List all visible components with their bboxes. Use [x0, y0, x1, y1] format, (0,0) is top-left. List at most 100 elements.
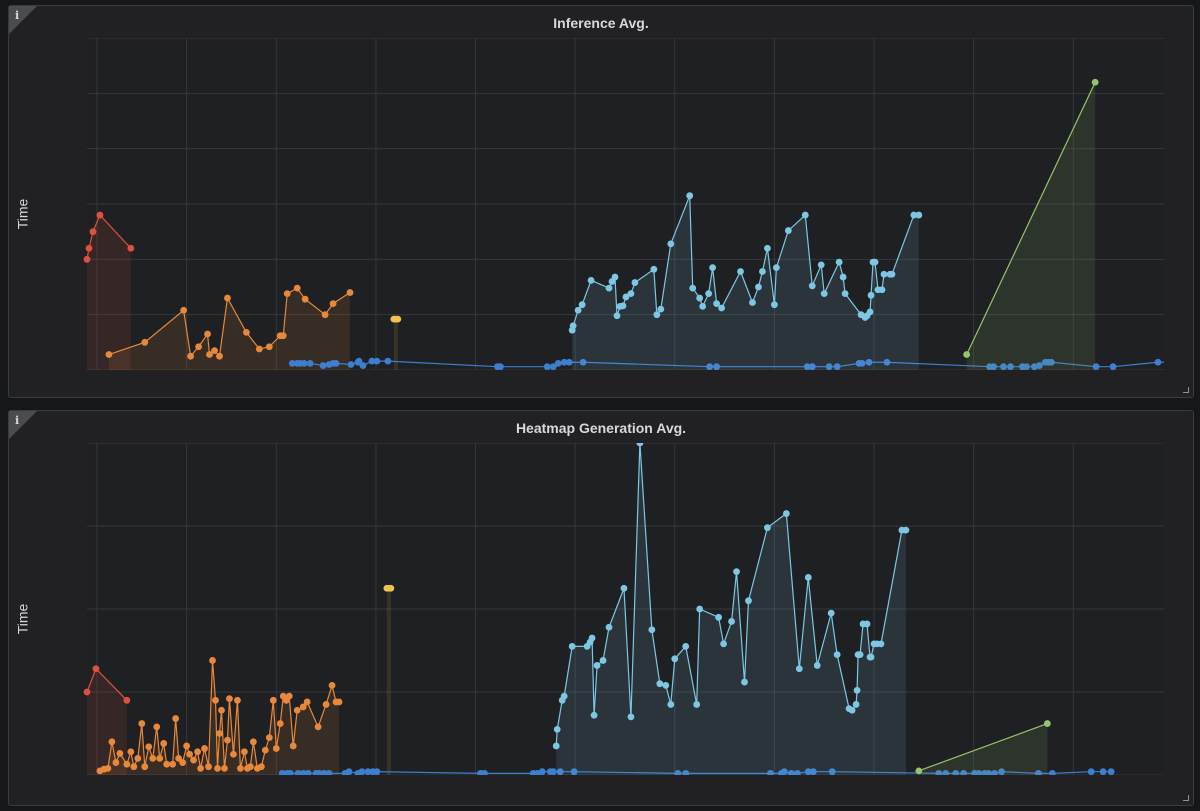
data-point[interactable] [619, 302, 627, 310]
data-point[interactable] [991, 769, 998, 775]
data-point[interactable] [1092, 363, 1100, 370]
data-point[interactable] [279, 332, 287, 340]
data-point[interactable] [825, 363, 833, 370]
data-point[interactable] [269, 696, 277, 704]
data-point[interactable] [160, 740, 168, 747]
data-point[interactable] [718, 304, 725, 312]
data-point[interactable] [303, 698, 311, 706]
data-point[interactable] [156, 755, 164, 762]
data-point[interactable] [359, 362, 367, 369]
data-point[interactable] [841, 290, 849, 298]
data-point[interactable] [190, 756, 197, 764]
data-point[interactable] [858, 359, 866, 367]
data-point[interactable] [224, 294, 231, 302]
data-point[interactable] [197, 764, 204, 772]
data-point[interactable] [272, 745, 280, 752]
data-point[interactable] [552, 742, 560, 750]
data-point[interactable] [667, 701, 675, 708]
data-point[interactable] [149, 755, 157, 762]
data-point[interactable] [990, 363, 997, 370]
data-point[interactable] [92, 665, 100, 673]
data-point[interactable] [83, 688, 91, 696]
data-point[interactable] [212, 696, 219, 704]
data-point[interactable] [332, 359, 340, 367]
data-point[interactable] [214, 764, 221, 772]
data-point[interactable] [709, 264, 717, 272]
data-point[interactable] [321, 311, 329, 319]
data-point[interactable] [209, 657, 216, 664]
data-point[interactable] [138, 720, 146, 727]
data-point[interactable] [671, 655, 679, 663]
data-point[interactable] [620, 584, 628, 592]
data-point[interactable] [141, 338, 149, 346]
data-point[interactable] [808, 282, 816, 290]
panel-info-corner[interactable] [9, 411, 37, 439]
data-point[interactable] [153, 723, 161, 731]
data-point[interactable] [230, 750, 237, 758]
data-point[interactable] [123, 760, 131, 768]
data-point[interactable] [355, 357, 363, 365]
data-point[interactable] [569, 322, 577, 330]
data-point[interactable] [205, 763, 212, 771]
data-point[interactable] [306, 359, 314, 367]
data-point[interactable] [587, 276, 595, 284]
data-point[interactable] [782, 510, 790, 517]
data-point[interactable] [942, 769, 950, 775]
data-point[interactable] [556, 768, 564, 775]
data-point[interactable] [96, 211, 104, 219]
data-point[interactable] [112, 759, 120, 766]
data-point[interactable] [570, 768, 578, 775]
data-point[interactable] [1043, 720, 1051, 727]
data-point[interactable] [804, 574, 812, 581]
data-point[interactable] [935, 769, 943, 775]
data-point[interactable] [293, 706, 301, 714]
data-point[interactable] [686, 192, 694, 200]
data-point[interactable] [801, 211, 809, 219]
data-point[interactable] [578, 301, 586, 309]
data-point[interactable] [910, 211, 918, 219]
data-point[interactable] [329, 300, 337, 307]
data-point[interactable] [1099, 768, 1107, 775]
data-point[interactable] [627, 290, 635, 298]
resize-handle-icon[interactable] [1183, 387, 1189, 393]
data-point[interactable] [134, 755, 142, 762]
data-point[interactable] [588, 634, 596, 642]
data-point[interactable] [211, 347, 218, 355]
data-point[interactable] [123, 696, 131, 704]
data-point[interactable] [387, 584, 395, 592]
data-point[interactable] [599, 657, 607, 664]
data-point[interactable] [560, 358, 568, 366]
data-point[interactable] [265, 734, 273, 742]
data-point[interactable] [255, 345, 263, 353]
data-point[interactable] [1087, 768, 1095, 775]
panel-info-corner[interactable] [9, 6, 37, 34]
data-point[interactable] [960, 769, 968, 775]
data-point[interactable] [827, 609, 835, 617]
data-point[interactable] [975, 769, 983, 775]
data-point[interactable] [538, 768, 546, 775]
data-point[interactable] [216, 730, 223, 737]
data-point[interactable] [234, 696, 241, 704]
data-point[interactable] [246, 763, 254, 771]
data-point[interactable] [902, 526, 910, 534]
data-point[interactable] [867, 291, 875, 299]
data-point[interactable] [848, 706, 856, 714]
data-point[interactable] [288, 359, 296, 367]
data-point[interactable] [216, 352, 223, 360]
data-point[interactable] [549, 363, 557, 370]
data-point[interactable] [656, 680, 664, 688]
data-point[interactable] [549, 768, 557, 775]
data-point[interactable] [1109, 363, 1117, 370]
data-point[interactable] [780, 768, 788, 775]
data-point[interactable] [883, 358, 891, 366]
data-point[interactable] [163, 760, 171, 768]
data-point[interactable] [172, 715, 180, 722]
data-point[interactable] [787, 769, 795, 775]
data-point[interactable] [104, 764, 112, 772]
data-point[interactable] [1034, 769, 1042, 775]
data-point[interactable] [242, 328, 250, 336]
data-point[interactable] [737, 268, 744, 275]
data-point[interactable] [715, 613, 723, 621]
data-point[interactable] [195, 343, 202, 351]
info-icon[interactable]: i [15, 9, 20, 22]
